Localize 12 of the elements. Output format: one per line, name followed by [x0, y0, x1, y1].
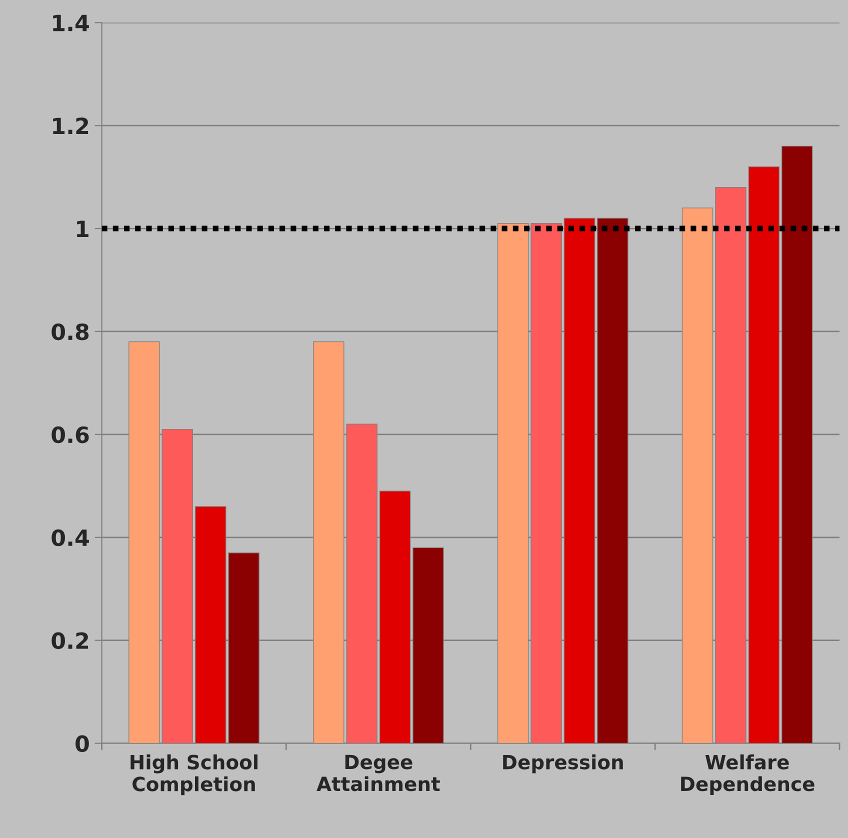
y-tick-label: 0.8 [52, 323, 89, 340]
y-tick-label: 1.2 [53, 118, 88, 134]
y-tick-label: 0.4 [52, 529, 89, 546]
y-tick-label: 1.4 [53, 14, 89, 32]
y-tick-label: 0.6 [52, 426, 89, 444]
x-tick-label: Depression [503, 754, 623, 774]
y-tick-label: 1 [77, 220, 88, 237]
y-tick-label: 0 [76, 735, 89, 752]
x-tick-label: High School Completion [130, 754, 258, 796]
x-tick-label: Degee Attainment [316, 754, 440, 792]
x-tick-label: Welfare Dependence [681, 754, 814, 796]
y-tick-label: 0.2 [52, 632, 88, 650]
